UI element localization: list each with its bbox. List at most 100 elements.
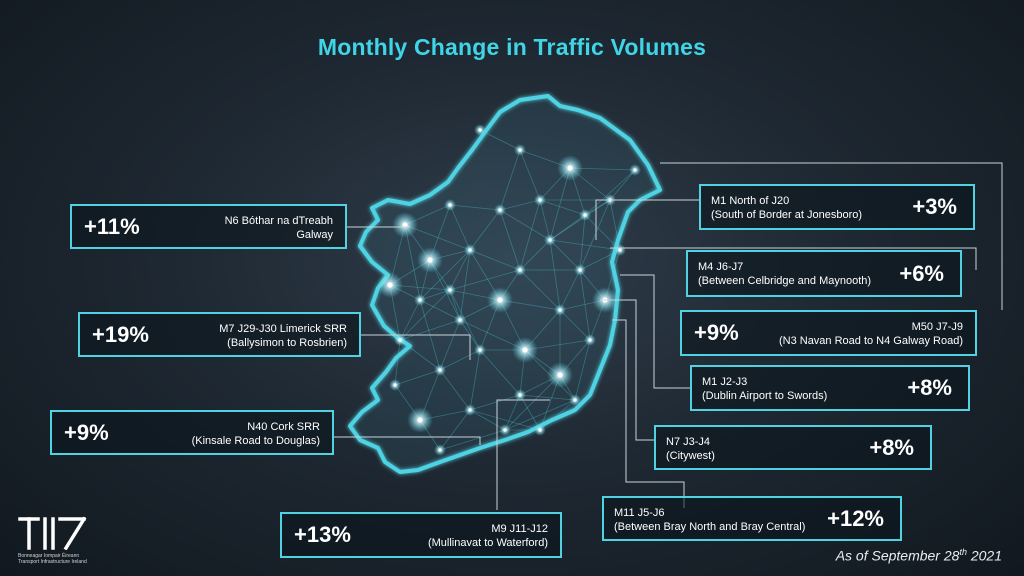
network-node <box>503 428 507 432</box>
callout-section: (Between Celbridge and Maynooth) <box>698 275 872 287</box>
leader-m1-jonesboro <box>595 199 700 240</box>
network-link <box>399 289 451 341</box>
callout-label: M1 North of J20 (South of Border at Jone… <box>711 194 862 222</box>
callout-road: M7 J29-J30 Limerick SRR <box>219 323 347 335</box>
network-link <box>584 169 636 216</box>
network-link <box>519 394 576 401</box>
network-link <box>499 209 521 271</box>
network-link <box>399 319 461 341</box>
network-link <box>449 269 521 291</box>
logo-text-english: Transport Infrastructure Ireland <box>18 559 87 565</box>
leader-m1-north <box>660 162 1003 310</box>
leader-m11 <box>612 319 685 508</box>
network-link <box>399 299 421 341</box>
network-link <box>579 249 621 271</box>
network-link <box>469 394 521 411</box>
tii-logo-mark <box>18 516 87 550</box>
network-link <box>519 149 541 201</box>
callout-percent: +13% <box>294 522 351 547</box>
callout-percent: +9% <box>64 419 109 445</box>
network-link <box>439 349 481 371</box>
callout-label: M9 J11-J12 (Mullinavat to Waterford) <box>428 522 548 550</box>
network-node <box>578 268 582 272</box>
network-node <box>438 448 442 452</box>
callout-m50-j7-j9: +9% M50 J7-J9 (N3 Navan Road to N4 Galwa… <box>680 310 977 356</box>
network-link <box>449 249 471 291</box>
network-node <box>458 318 462 322</box>
callout-n6-galway: +11% N6 Bóthar na dTreabh Galway <box>70 204 347 249</box>
callout-m1-j2-j3: M1 J2-J3 (Dublin Airport to Swords) +8% <box>690 365 970 411</box>
network-node <box>518 268 522 272</box>
as-of-date: As of September 28th 2021 <box>836 547 1002 564</box>
network-link <box>499 149 521 211</box>
network-link <box>574 339 591 401</box>
network-link <box>469 409 541 431</box>
network-link <box>549 199 611 241</box>
callout-m9-waterford: +13% M9 J11-J12 (Mullinavat to Waterford… <box>280 512 562 558</box>
leader-lines <box>332 162 1003 510</box>
network-node <box>468 248 472 252</box>
callout-road: N40 Cork SRR <box>247 421 320 433</box>
network-link <box>394 339 401 386</box>
network-link <box>499 199 541 211</box>
network-link <box>439 429 506 451</box>
callout-section: (Citywest) <box>666 450 715 462</box>
network-link <box>469 349 481 411</box>
network-link <box>449 204 501 211</box>
network-node <box>387 282 393 288</box>
network-link <box>549 239 561 311</box>
callout-label: N6 Bóthar na dTreabh Galway <box>225 214 333 242</box>
callout-percent: +12% <box>827 505 884 531</box>
network-node <box>558 308 562 312</box>
leader-n7 <box>600 299 656 441</box>
callout-road: M50 J7-J9 <box>911 321 963 333</box>
network-link <box>549 239 621 251</box>
network-link <box>584 214 621 251</box>
network-link <box>399 339 441 371</box>
callout-section: (N3 Navan Road to N4 Galway Road) <box>778 335 963 347</box>
network-link <box>439 319 461 371</box>
network-node <box>583 213 587 217</box>
callout-section: Galway <box>296 229 333 241</box>
callout-percent: +19% <box>92 321 149 347</box>
network-link <box>519 269 561 311</box>
network-link <box>469 249 521 271</box>
callout-section: (Ballysimon to Rosbrien) <box>227 337 347 349</box>
callout-road: M1 J2-J3 <box>702 376 748 388</box>
network-link <box>459 249 471 321</box>
network-node <box>438 368 442 372</box>
date-ordinal: th <box>959 547 967 558</box>
callout-n7-j3-j4: N7 J3-J4 (Citywest) +8% <box>654 425 932 470</box>
callout-road: N7 J3-J4 <box>666 436 711 448</box>
callout-n40-cork: +9% N40 Cork SRR (Kinsale Road to Dougla… <box>50 410 334 455</box>
network-link <box>539 199 551 241</box>
network-link <box>549 214 586 241</box>
callout-road: M11 J5-J6 <box>614 507 665 519</box>
network-link <box>419 249 471 301</box>
network-node <box>518 148 522 152</box>
callout-road: N6 Bóthar na dTreabh <box>224 215 333 227</box>
network-link <box>479 129 521 151</box>
logo-text-irish: Bonneagar Iompair Éireann <box>18 553 80 559</box>
network-nodes <box>377 124 641 456</box>
network-node <box>393 383 397 387</box>
network-link <box>469 409 506 431</box>
network-link <box>609 199 621 251</box>
network-node <box>418 298 422 302</box>
network-node <box>402 222 408 228</box>
callout-label: M50 J7-J9 (N3 Navan Road to N4 Galway Ro… <box>779 320 963 348</box>
callout-road: M9 J11-J12 <box>491 523 548 535</box>
network-node <box>427 257 433 263</box>
callout-label: M11 J5-J6 (Between Bray North and Bray C… <box>614 506 805 534</box>
network-link <box>419 299 461 321</box>
network-node <box>538 428 542 432</box>
leader-m9-waterford <box>496 399 550 510</box>
network-node <box>518 393 522 397</box>
date-year: 2021 <box>966 548 1002 564</box>
network-node <box>448 288 452 292</box>
network-node <box>468 408 472 412</box>
network-link <box>549 239 581 271</box>
network-link <box>579 214 586 271</box>
network-node <box>618 248 622 252</box>
callout-road: M1 North of J20 <box>711 195 790 207</box>
